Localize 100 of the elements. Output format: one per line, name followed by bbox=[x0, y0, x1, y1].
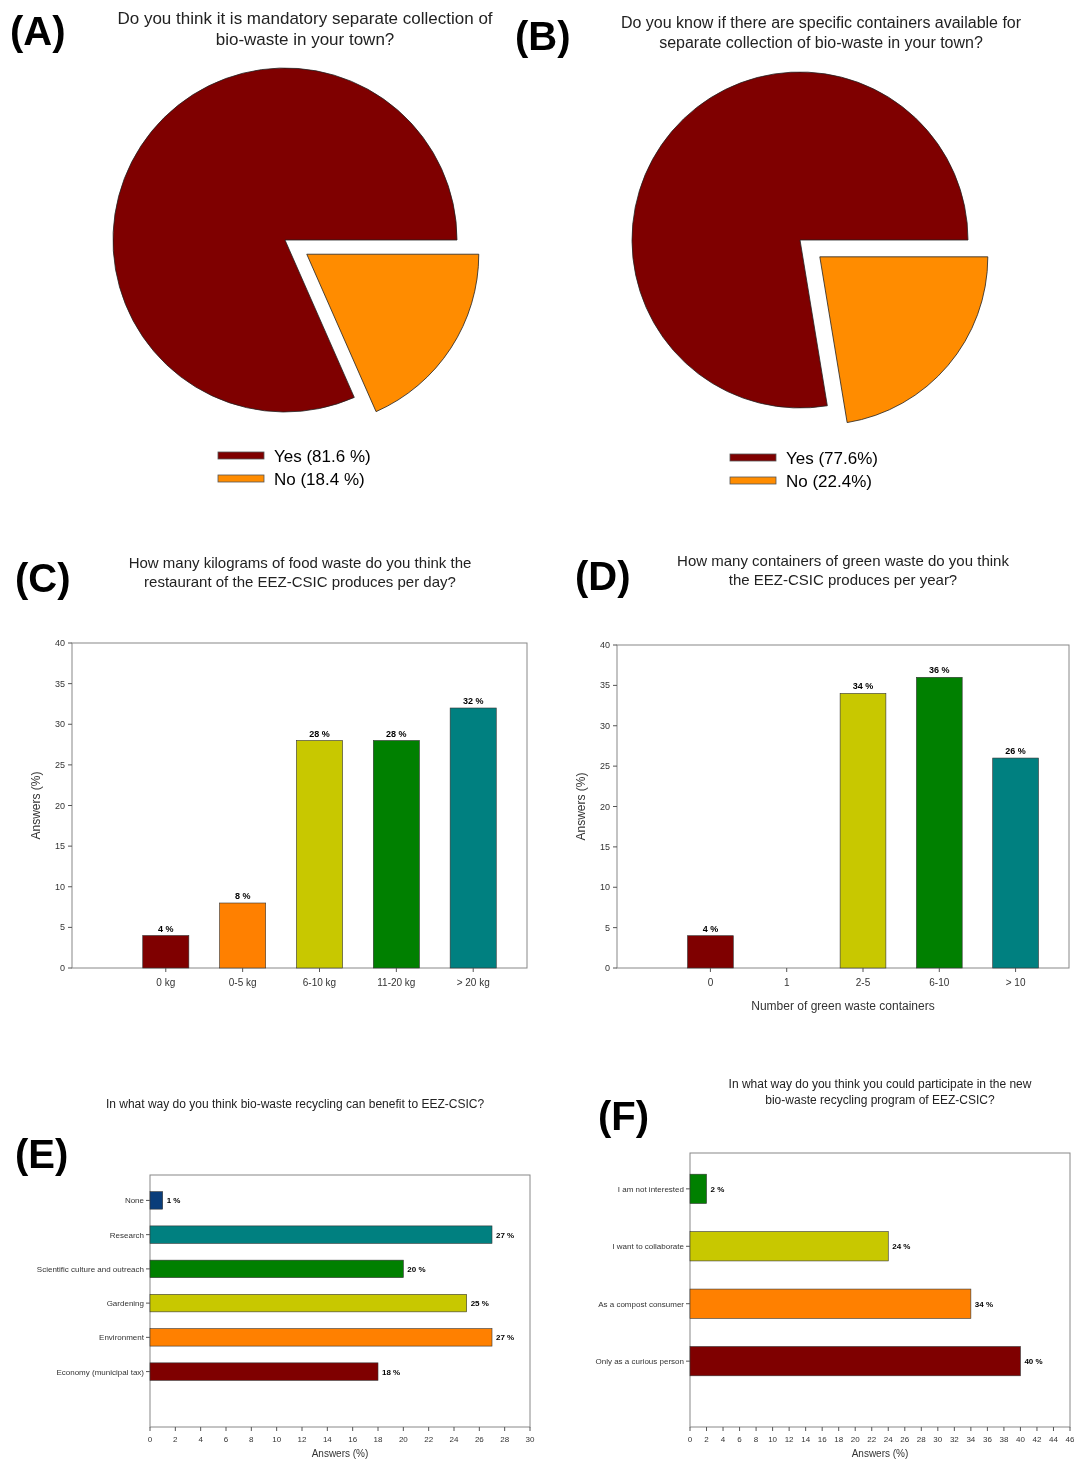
x-tick-label: 4 bbox=[720, 1435, 726, 1444]
data-label: 24 % bbox=[892, 1242, 911, 1252]
data-label: 40 % bbox=[1024, 1357, 1043, 1367]
y-tick-label: 35 bbox=[54, 678, 65, 689]
bar bbox=[219, 902, 266, 969]
text: (A) bbox=[10, 9, 66, 53]
text: (E) bbox=[15, 1132, 69, 1176]
data-label: 4 % bbox=[702, 923, 719, 934]
bar bbox=[449, 707, 497, 969]
x-tick-label: 20 bbox=[398, 1435, 409, 1444]
text: (B) bbox=[515, 14, 571, 58]
data-label: 32 % bbox=[462, 696, 484, 706]
y-tick-label: 10 bbox=[54, 881, 65, 892]
y-tick-label: 30 bbox=[54, 719, 65, 730]
data-label: 2 % bbox=[710, 1184, 725, 1194]
chart-title: How many containers of green waste do you think the EEZ-CSIC produces per year? bbox=[677, 552, 1010, 588]
x-tick-label: 26 bbox=[474, 1435, 485, 1444]
y-tick-label: As a compost consumer bbox=[598, 1299, 685, 1309]
legend-label: Yes (77.6%) bbox=[786, 449, 878, 468]
y-tick-label: 5 bbox=[604, 922, 610, 933]
bar bbox=[689, 1288, 972, 1319]
bar bbox=[142, 935, 190, 969]
x-tick-label: 10 bbox=[768, 1435, 778, 1444]
bar bbox=[149, 1294, 467, 1313]
data-label: 25 % bbox=[470, 1299, 489, 1309]
x-tick-label: 0 kg bbox=[156, 977, 176, 988]
x-tick-label: 2-5 bbox=[855, 977, 871, 988]
x-tick-label: 44 bbox=[1049, 1435, 1059, 1444]
data-label: 20 % bbox=[407, 1264, 426, 1274]
x-tick-label: 1 bbox=[783, 977, 790, 988]
x-tick-label: 18 bbox=[834, 1435, 844, 1444]
y-tick-label: Environment bbox=[99, 1333, 145, 1343]
legend-label: No (22.4%) bbox=[786, 472, 872, 491]
x-tick-label: 26 bbox=[900, 1435, 910, 1444]
y-tick-label: 40 bbox=[599, 640, 610, 650]
bar bbox=[689, 1346, 1021, 1377]
x-tick-label: 8 bbox=[249, 1435, 255, 1444]
data-label: 34 % bbox=[974, 1299, 994, 1309]
x-tick-label: 0-5 kg bbox=[228, 977, 257, 988]
data-label: 8 % bbox=[234, 891, 251, 901]
data-label: 28 % bbox=[309, 728, 330, 739]
y-tick-label: 20 bbox=[599, 801, 610, 812]
text: (D) bbox=[575, 554, 631, 598]
x-tick-label: 24 bbox=[449, 1435, 459, 1444]
x-tick-label: 36 bbox=[982, 1435, 993, 1444]
y-tick-label: I want to collaborate bbox=[612, 1242, 685, 1252]
bar bbox=[149, 1225, 493, 1244]
x-tick-label: 0 bbox=[147, 1435, 153, 1444]
y-tick-label: 30 bbox=[599, 720, 610, 731]
data-label: 28 % bbox=[386, 728, 407, 739]
bar bbox=[916, 677, 963, 969]
data-label: 4 % bbox=[158, 923, 174, 934]
text: (C) bbox=[15, 556, 71, 600]
y-tick-label: 25 bbox=[599, 761, 610, 772]
x-tick-label: 28 bbox=[500, 1435, 510, 1444]
y-tick-label: None bbox=[124, 1196, 145, 1206]
y-tick-label: 25 bbox=[54, 759, 65, 770]
data-label: 36 % bbox=[929, 665, 950, 676]
x-tick-label: 38 bbox=[999, 1435, 1009, 1444]
x-tick-label: 6-10 bbox=[929, 977, 950, 988]
y-tick-label: 15 bbox=[54, 841, 65, 852]
y-tick-label: 15 bbox=[599, 841, 610, 852]
x-tick-label: 30 bbox=[933, 1435, 943, 1444]
x-tick-label: 42 bbox=[1032, 1435, 1042, 1444]
x-tick-label: 40 bbox=[1015, 1435, 1026, 1444]
x-tick-label: 8 bbox=[753, 1435, 759, 1444]
legend-label: No (18.4 %) bbox=[274, 470, 365, 489]
y-tick-label: 0 bbox=[59, 963, 65, 973]
x-tick-label: 0 bbox=[707, 977, 714, 988]
bar bbox=[839, 693, 887, 969]
y-tick-label: 0 bbox=[604, 963, 610, 973]
y-tick-label: 40 bbox=[54, 638, 65, 648]
data-label: 1 % bbox=[166, 1196, 181, 1206]
x-tick-label: 14 bbox=[322, 1435, 333, 1444]
x-tick-label: > 20 kg bbox=[456, 977, 490, 988]
data-label: 27 % bbox=[496, 1333, 515, 1343]
y-axis-title: Answers (%) bbox=[29, 771, 43, 840]
chart-title: Do you know if there are specific containers available for separate collection of bio-waste in your town? bbox=[620, 14, 1022, 51]
text: (F) bbox=[598, 1094, 650, 1138]
bar bbox=[149, 1259, 404, 1278]
legend-label: Yes (81.6 %) bbox=[274, 447, 371, 466]
y-tick-label: 5 bbox=[59, 922, 65, 933]
chart-title: How many kilograms of food waste do you think the restaurant of the EEZ-CSIC produces per day? bbox=[128, 554, 472, 590]
bar bbox=[149, 1328, 493, 1347]
bar bbox=[687, 935, 734, 969]
x-tick-label: 22 bbox=[867, 1435, 877, 1444]
data-label: 18 % bbox=[382, 1367, 401, 1377]
y-tick-label: Research bbox=[109, 1230, 144, 1240]
x-axis-title: Answers (%) bbox=[851, 1448, 909, 1459]
data-label: 26 % bbox=[1005, 746, 1026, 757]
data-label: 34 % bbox=[852, 681, 874, 692]
x-tick-label: 6 bbox=[223, 1435, 229, 1444]
x-tick-label: 28 bbox=[916, 1435, 927, 1444]
x-tick-label: 11-20 kg bbox=[377, 977, 416, 988]
x-axis-title: Number of green waste containers bbox=[751, 999, 935, 1013]
x-tick-label: > 10 bbox=[1005, 977, 1026, 988]
y-tick-label: Scientific culture and outreach bbox=[36, 1264, 144, 1274]
x-tick-label: 14 bbox=[801, 1435, 811, 1444]
x-tick-label: 0 bbox=[687, 1435, 693, 1444]
x-tick-label: 10 bbox=[272, 1435, 282, 1444]
